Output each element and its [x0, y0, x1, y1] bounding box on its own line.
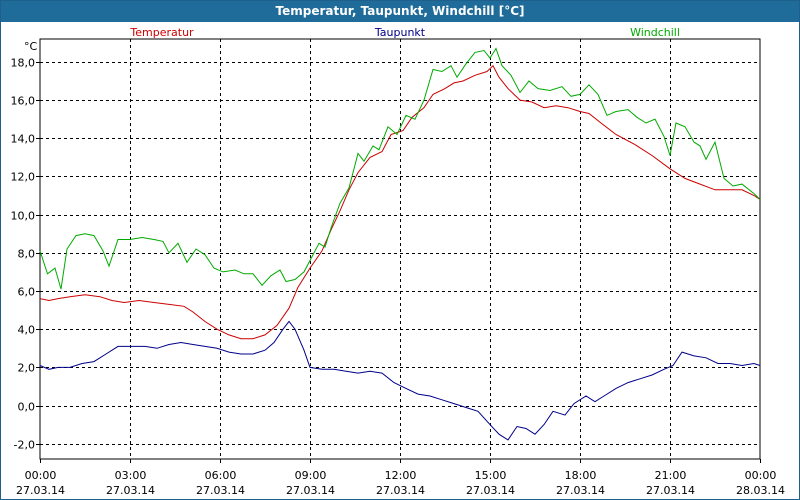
x-tick-date-label: 27.03.14: [376, 484, 425, 497]
y-tick-label: 4,0: [18, 324, 36, 337]
x-tick-time-label: 00:00: [25, 469, 57, 482]
legend-item-taupunkt: Taupunkt: [374, 26, 426, 39]
legend-item-temperatur: Temperatur: [129, 26, 194, 39]
x-tick-date-label: 27.03.14: [106, 484, 155, 497]
x-tick-date-label: 27.03.14: [196, 484, 245, 497]
x-tick-time-label: 03:00: [115, 469, 147, 482]
x-tick-date-label: 27.03.14: [286, 484, 335, 497]
grid-lines: [40, 39, 760, 459]
y-tick-label: -2,0: [14, 439, 35, 452]
series-line-taupunkt: [39, 320, 761, 441]
x-tick-time-label: 09:00: [295, 469, 327, 482]
x-tick-time-label: 00:00: [745, 469, 777, 482]
y-tick-label: 6,0: [18, 286, 36, 299]
x-tick-time-label: 18:00: [565, 469, 597, 482]
x-tick-time-label: 06:00: [205, 469, 237, 482]
y-tick-label: 12,0: [11, 171, 36, 184]
x-tick-date-label: 28.03.14: [736, 484, 785, 497]
y-tick-label: 0,0: [18, 401, 36, 414]
window-title: Temperatur, Taupunkt, Windchill [°C]: [1, 1, 799, 22]
x-tick-time-label: 21:00: [655, 469, 687, 482]
y-axis-unit-label: °C: [24, 40, 38, 53]
y-tick-label: 18,0: [11, 57, 36, 70]
y-tick-label: 8,0: [18, 248, 36, 261]
x-tick-time-label: 12:00: [385, 469, 417, 482]
x-axis-ticks: 00:00 27.03.14 03:00 27.03.14 06:00 27.03.14 0…: [16, 459, 785, 497]
y-axis-ticks: -2,0 0,0 2,0 4,0 6,0 8,0 10,0 12,0 14,0 16,0 18,0: [11, 57, 40, 452]
y-tick-label: 14,0: [11, 133, 36, 146]
legend-item-windchill: Windchill: [630, 26, 680, 39]
x-tick-date-label: 27.03.14: [16, 484, 65, 497]
y-tick-label: 2,0: [18, 362, 36, 375]
legend: Temperatur Taupunkt Windchill: [129, 26, 680, 39]
y-tick-label: 16,0: [11, 95, 36, 108]
y-tick-label: 10,0: [11, 210, 36, 223]
x-tick-date-label: 27.03.14: [646, 484, 695, 497]
x-tick-time-label: 15:00: [475, 469, 507, 482]
series-lines: [39, 47, 761, 441]
x-tick-date-label: 27.03.14: [466, 484, 515, 497]
x-tick-date-label: 27.03.14: [556, 484, 605, 497]
series-line-windchill: [39, 47, 761, 290]
series-line-temperatur: [39, 64, 761, 340]
